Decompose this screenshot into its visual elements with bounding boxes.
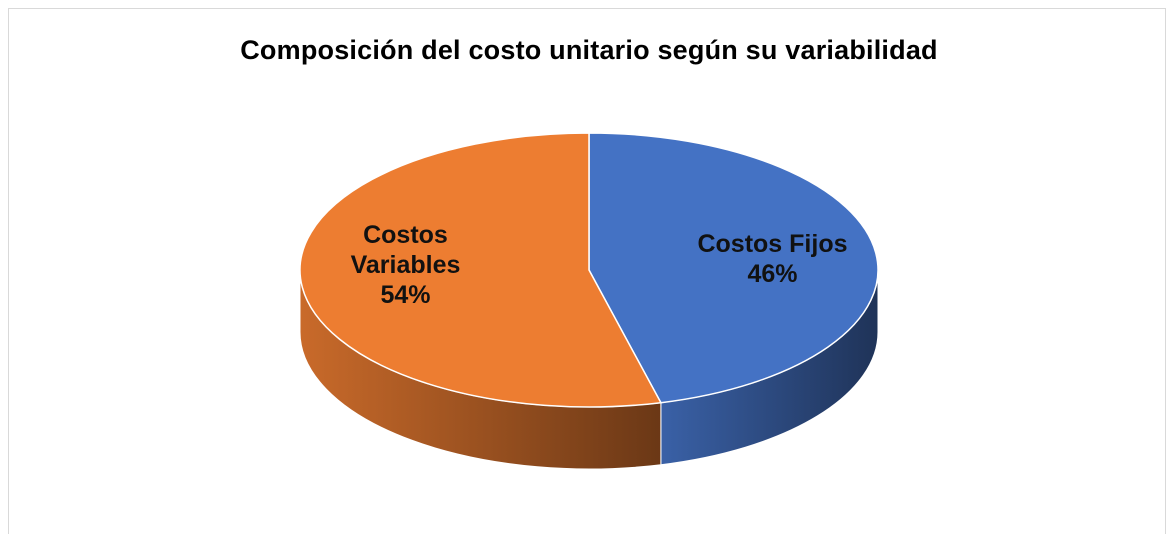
slice <box>299 132 663 408</box>
slice <box>588 132 879 404</box>
label-value: 46% <box>747 259 798 288</box>
label-value: 54% <box>380 281 431 310</box>
data-label: Costos Fijos 46% <box>688 229 858 289</box>
label-category: Costos Fijos <box>697 229 848 258</box>
chart-title: Composición del costo unitario según su … <box>240 35 938 65</box>
data-label: Costos Variables 54% <box>320 220 490 310</box>
label-category: Costos Variables <box>350 221 461 280</box>
pie-tops <box>299 132 879 408</box>
